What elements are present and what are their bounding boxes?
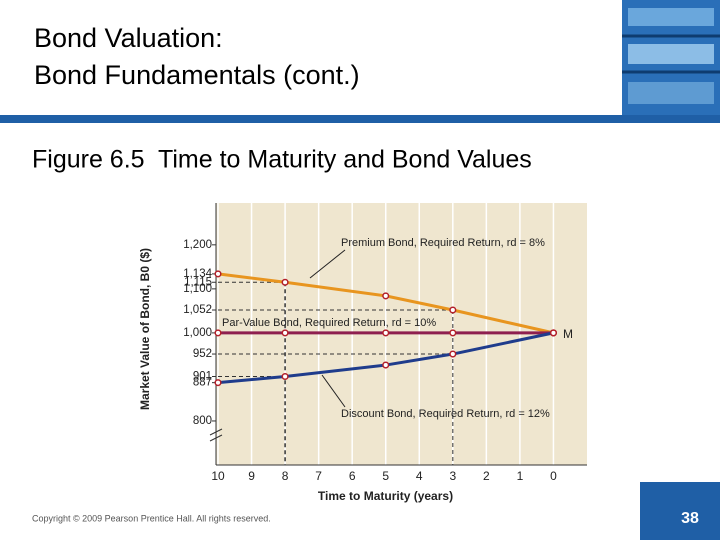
page-number: 38: [681, 510, 699, 527]
x-tick-label: 2: [483, 469, 490, 483]
y-tick-label: 1,134: [183, 268, 212, 280]
point: [281, 329, 289, 337]
axis-break: [209, 428, 223, 442]
x-tick-label: 5: [382, 469, 389, 483]
y-tick-label: 800: [193, 415, 212, 427]
point: [214, 379, 222, 387]
point: [281, 278, 289, 286]
leader-line: [309, 249, 346, 279]
chart: 10 9 8 7 6 5 4 3 2 1 08008879019521,0001,0521,1001…: [138, 203, 587, 503]
title-line: Bond Fundamentals (cont.): [34, 60, 360, 90]
point: [281, 372, 289, 381]
x-tick-label: 4: [416, 469, 423, 483]
x-tick-label: 6: [349, 469, 356, 483]
series-label: Discount Bond, Required Return, rd = 12%: [341, 408, 550, 420]
x-tick-label: 8: [282, 469, 289, 483]
y-tick-label: 1,052: [183, 304, 212, 316]
header-bar: [0, 115, 720, 123]
header-photo: [622, 0, 720, 115]
point: [449, 350, 457, 358]
point: [449, 329, 457, 337]
x-tick-label: 7: [315, 469, 322, 483]
point: [382, 292, 390, 300]
point: [214, 329, 222, 337]
series-label: Premium Bond, Required Return, rd = 8%: [341, 237, 545, 249]
y-tick-label: 1,000: [183, 327, 212, 339]
x-tick-label: 0: [550, 469, 557, 483]
y-tick-label: 901: [193, 371, 212, 383]
y-tick-label: 887: [193, 377, 212, 389]
point: [449, 306, 457, 314]
point: [382, 329, 390, 337]
x-tick-label: 9: [248, 469, 255, 483]
y-axis-title: Market Value of Bond, B0 ($): [138, 248, 152, 410]
y-tick-label: 1,200: [183, 239, 212, 251]
series-label: Par-Value Bond, Required Return, rd = 10…: [222, 317, 436, 329]
y-tick-label: 952: [193, 348, 212, 360]
x-axis-title: Time to Maturity (years): [318, 489, 453, 503]
point: [549, 329, 558, 337]
annotation: M: [563, 327, 573, 341]
x-tick-label: 3: [449, 469, 456, 483]
subtitle: Figure 6.5 Time to Maturity and Bond Val…: [32, 146, 532, 174]
x-tick-label: 10: [211, 469, 225, 483]
y-tick-label: 1,115: [184, 276, 212, 288]
x-tick-label: 1: [517, 469, 524, 483]
point: [382, 361, 390, 369]
title-line: Bond Valuation:: [34, 23, 223, 53]
point: [214, 270, 222, 278]
y-tick-label: 1,100: [183, 283, 212, 295]
leader-line: [321, 374, 346, 408]
copyright: Copyright © 2009 Pearson Prentice Hall. …: [32, 513, 271, 523]
page-number-box: [640, 482, 720, 540]
